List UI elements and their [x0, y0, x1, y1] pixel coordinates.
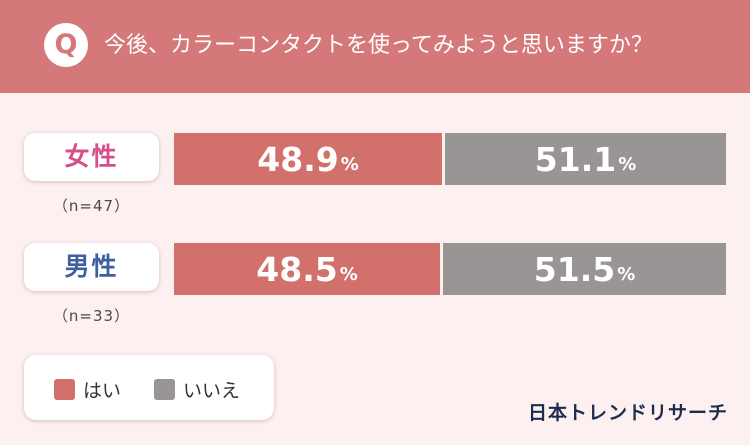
data-label-yes-1: 48.5: [256, 249, 338, 289]
bar-no-1: 51.5%: [443, 243, 726, 295]
group-label-0: 女性: [24, 133, 159, 181]
legend-item-yes: はい: [54, 376, 121, 403]
group-label-1: 男性: [24, 243, 159, 291]
legend-swatch-yes: [54, 379, 75, 400]
brand-logo-text: 日本トレンドリサーチ: [527, 402, 728, 424]
data-label-no-0: 51.1: [534, 139, 617, 179]
legend-label-no: いいえ: [183, 380, 241, 402]
legend: はい いいえ: [24, 355, 274, 420]
legend-item-no: いいえ: [154, 376, 240, 403]
bar-yes-1: 48.5%: [174, 243, 440, 295]
legend-label-yes: はい: [83, 380, 122, 402]
legend-swatch-no: [154, 379, 175, 400]
bar-yes-0: 48.9%: [174, 133, 442, 185]
bar-no-0: 51.1%: [445, 133, 726, 185]
sample-size-0: （n=47）: [52, 197, 131, 215]
sample-size-1: （n=33）: [52, 307, 131, 325]
data-label-unit: %: [618, 153, 637, 175]
question-text: 今後、カラーコンタクトを使ってみようと思いますか？: [104, 33, 653, 58]
data-label-no-1: 51.5: [533, 249, 616, 289]
data-label-unit: %: [617, 263, 636, 285]
data-label-unit: %: [340, 153, 359, 175]
data-label-yes-0: 48.9: [257, 139, 339, 179]
header-banner: Q 今後、カラーコンタクトを使ってみようと思いますか？: [0, 0, 750, 93]
data-label-unit: %: [339, 263, 358, 285]
question-badge: Q: [44, 23, 88, 67]
